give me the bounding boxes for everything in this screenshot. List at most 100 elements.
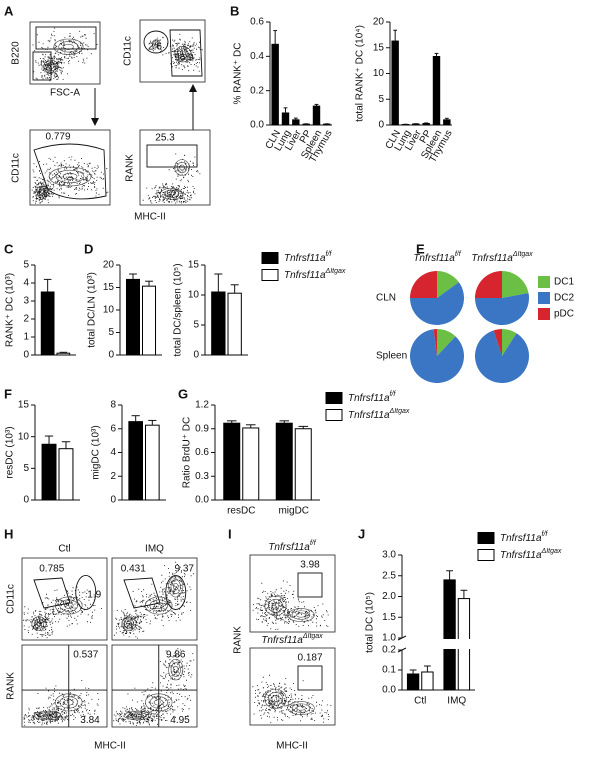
gate-label: 2.6 xyxy=(148,42,162,53)
column-title-text: Tnfrsf11a xyxy=(471,253,513,264)
y-tick-label: 3 xyxy=(23,296,29,307)
contour xyxy=(153,40,160,47)
bar xyxy=(443,119,451,126)
bar xyxy=(125,278,141,356)
contour xyxy=(33,710,62,721)
y-tick-label: 0.2 xyxy=(250,85,264,96)
flow-plot xyxy=(21,557,108,641)
panel-letter: F xyxy=(4,386,12,401)
y-tick-label: 0.6 xyxy=(195,447,209,458)
contour xyxy=(154,41,158,46)
row-label: CLN xyxy=(376,293,396,304)
legend-label-sup: ΔItgax xyxy=(541,548,562,555)
y-tick-label: 15 xyxy=(373,42,385,53)
column-title: Tnfrsf11af/f xyxy=(413,251,461,263)
y-tick-label: 1 xyxy=(23,332,29,343)
x-axis-label: MHC-II xyxy=(276,741,308,752)
bar xyxy=(223,422,241,501)
gate xyxy=(146,144,198,168)
panel-letter: G xyxy=(178,386,188,401)
axis-break-mark xyxy=(397,647,407,653)
panel-letter: A xyxy=(4,3,14,18)
contour xyxy=(296,612,306,618)
pie-slice xyxy=(502,271,529,298)
legend-swatch xyxy=(261,269,279,281)
gate-label: 3.84 xyxy=(80,715,100,726)
gate-label: 0.785 xyxy=(39,563,64,574)
x-axis-label: FSC-A xyxy=(50,88,80,99)
gate xyxy=(35,26,97,50)
y-tick-label: 0.6 xyxy=(250,17,264,28)
contour xyxy=(296,705,306,711)
y-tick-label: 0.0 xyxy=(195,495,209,506)
bar xyxy=(406,673,420,691)
contour xyxy=(173,665,179,674)
y-axis-label: RANK⁺ DC (10³) xyxy=(5,273,16,347)
gate xyxy=(169,29,203,77)
gate xyxy=(32,51,52,81)
contour xyxy=(42,713,53,718)
contour xyxy=(174,45,192,63)
y-axis-label: RANK xyxy=(233,626,244,654)
x-tick-label: migDC xyxy=(278,506,309,517)
y-tick-label: 0 xyxy=(110,495,116,506)
y-tick-label: 1.5 xyxy=(382,612,396,623)
contour xyxy=(173,582,179,591)
contour xyxy=(53,38,84,55)
contour xyxy=(291,703,311,713)
pie-slice xyxy=(475,271,502,298)
x-tick-label: Ctl xyxy=(414,696,426,707)
bar xyxy=(292,119,300,126)
bar xyxy=(242,427,260,501)
events xyxy=(113,561,195,639)
x-tick-label: resDC xyxy=(227,506,255,517)
y-tick-label: 1.2 xyxy=(195,400,209,411)
contour xyxy=(132,713,143,718)
legend-label-text: Tnfrsf11a xyxy=(348,410,390,421)
gate xyxy=(123,577,161,609)
legend-label: Tnfrsf11af/f xyxy=(500,531,548,543)
gate-label: 0.187 xyxy=(297,653,322,664)
column-title-sup: ΔItgax xyxy=(512,251,533,258)
column-title: Tnfrsf11aΔItgax xyxy=(471,251,533,263)
contour xyxy=(40,189,44,194)
contour xyxy=(128,712,147,719)
y-tick-label: 6 xyxy=(110,423,116,434)
panel-letter: J xyxy=(358,526,365,541)
contour xyxy=(33,618,45,629)
legend-swatch xyxy=(325,409,343,421)
contour xyxy=(168,658,184,681)
y-tick-label: 15 xyxy=(188,260,200,271)
panel-letter: C xyxy=(4,241,14,256)
panel-letter: D xyxy=(84,241,93,256)
y-axis-label: % RANK⁺ DC xyxy=(233,43,244,105)
y-axis-label: total RANK⁺ DC (10⁴) xyxy=(355,25,366,122)
panel-letter: E xyxy=(416,241,425,256)
legend-label-sup: ΔItgax xyxy=(325,268,346,275)
contour xyxy=(62,173,78,180)
gate xyxy=(297,665,323,691)
y-tick-label: 0.3 xyxy=(195,471,209,482)
y-tick-label: 15 xyxy=(18,400,30,411)
legend-label: Tnfrsf11aΔItgax xyxy=(284,268,346,280)
bar xyxy=(271,43,279,126)
y-axis-label: total DC/LN (10³) xyxy=(87,272,98,348)
y-tick-label: 4 xyxy=(110,447,116,458)
y-tick-label: 8 xyxy=(110,400,116,411)
flow-plot xyxy=(249,554,336,633)
y-axis-label: resDC (10³) xyxy=(5,426,16,478)
y-axis-label: RANK xyxy=(6,672,17,700)
y-tick-label: 0 xyxy=(378,120,384,131)
contour xyxy=(268,599,283,613)
y-axis-label: CD11c xyxy=(11,153,22,183)
y-tick-label: 0 xyxy=(23,495,29,506)
bar xyxy=(227,292,242,356)
y-tick-label: 2.5 xyxy=(382,570,396,581)
y-tick-label: 5 xyxy=(108,327,114,338)
plot-title-text: Tnfrsf11a xyxy=(268,542,310,553)
legend-label-text: Tnfrsf11a xyxy=(348,393,390,404)
plot-title-sup: f/f xyxy=(310,540,317,547)
y-axis-label: RANK xyxy=(125,154,136,182)
y-tick-label: 3.0 xyxy=(382,550,396,561)
